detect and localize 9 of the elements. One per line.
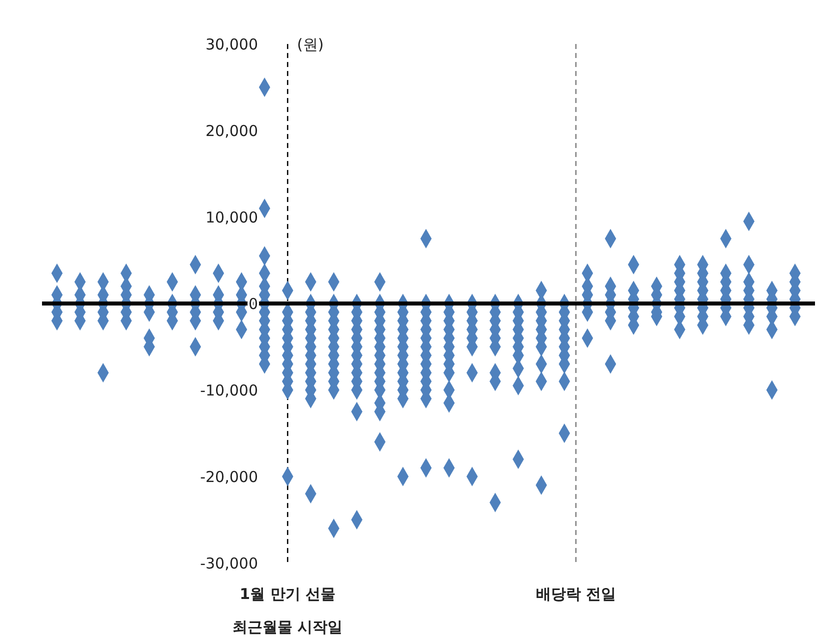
y-tick-label: 20,000 — [206, 122, 258, 140]
y-tick-label: -10,000 — [200, 381, 258, 400]
y-tick-label: -30,000 — [200, 554, 258, 572]
y-tick-label: -20,000 — [200, 468, 258, 486]
y-tick-label: 10,000 — [206, 208, 258, 226]
text: 1월 만기 선물 최근월물 시작일 — [232, 585, 343, 636]
y-tick-label: 30,000 — [206, 35, 258, 54]
text: 배당락 전일 — [536, 585, 616, 603]
y-axis-title: (원) — [297, 35, 324, 54]
